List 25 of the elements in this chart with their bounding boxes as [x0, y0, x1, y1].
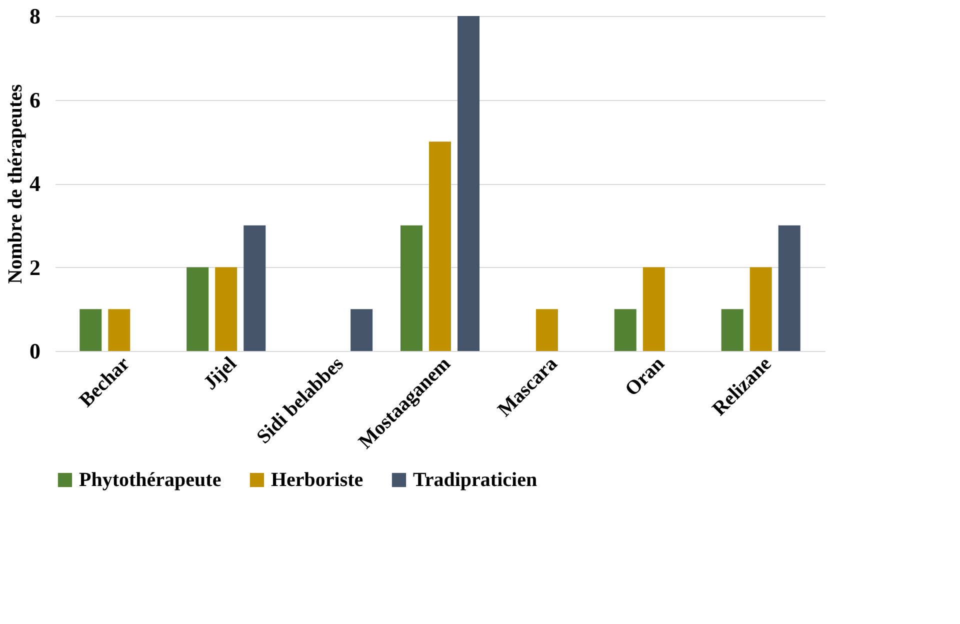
- bar: [215, 267, 238, 351]
- legend-label: Phytothérapeute: [79, 469, 222, 491]
- bar: [750, 267, 772, 351]
- bar: [80, 309, 102, 351]
- legend-label: Tradipraticien: [413, 469, 538, 491]
- x-tick-label: Jijel: [199, 352, 242, 394]
- bar: [778, 225, 800, 351]
- y-tick-label: 8: [30, 4, 40, 28]
- bar: [244, 225, 266, 351]
- bar: [642, 267, 665, 351]
- y-tick-label: 6: [30, 87, 40, 112]
- bar: [186, 267, 209, 351]
- bar: [429, 142, 451, 351]
- bar: [614, 309, 636, 351]
- bar: [108, 309, 130, 351]
- y-tick-label: 0: [30, 338, 40, 364]
- bar: [350, 309, 373, 351]
- y-axis-title: Nombre de thérapeutes: [4, 84, 26, 284]
- bar: [721, 309, 744, 351]
- y-tick-label: 2: [30, 254, 40, 280]
- bar: [458, 16, 480, 351]
- bar: [400, 225, 422, 351]
- bar: [536, 309, 558, 351]
- y-tick-label: 4: [30, 171, 40, 196]
- legend-label: Herboriste: [271, 469, 364, 491]
